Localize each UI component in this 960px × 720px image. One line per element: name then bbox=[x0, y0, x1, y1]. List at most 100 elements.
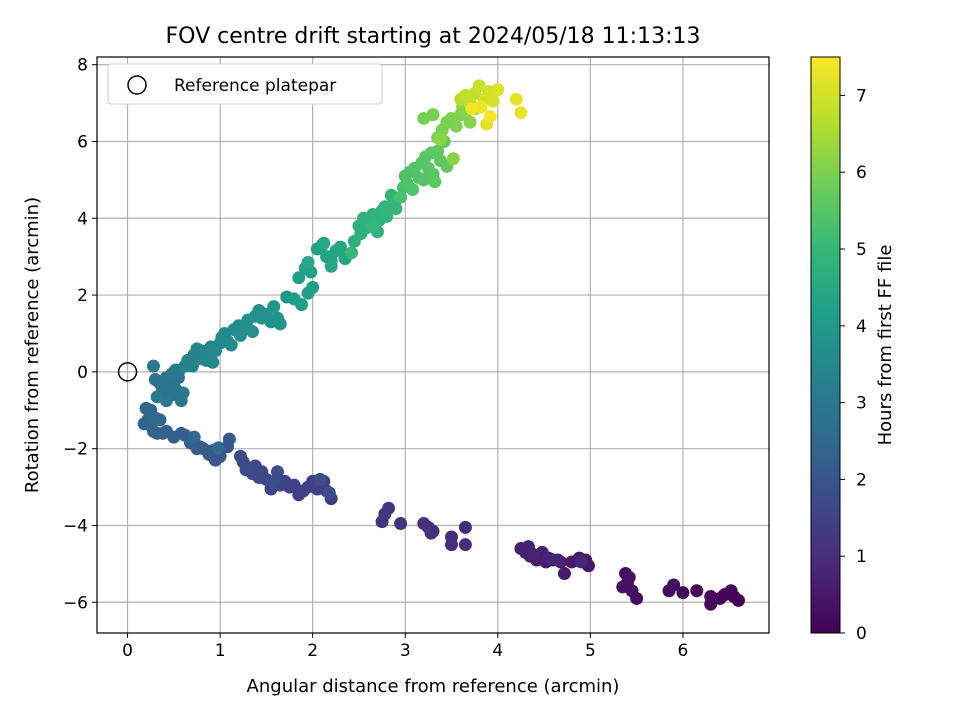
data-point bbox=[206, 355, 220, 369]
data-point bbox=[565, 555, 579, 569]
data-point bbox=[465, 102, 479, 116]
legend-marker-icon bbox=[127, 75, 147, 95]
data-point bbox=[267, 300, 281, 314]
legend-box bbox=[107, 63, 383, 105]
data-point bbox=[176, 386, 190, 400]
data-point bbox=[295, 298, 309, 312]
data-point bbox=[557, 566, 571, 580]
data-point bbox=[322, 486, 336, 500]
y-tick-label: −6 bbox=[63, 593, 88, 613]
x-tick-label: 0 bbox=[122, 641, 133, 661]
data-point bbox=[375, 515, 389, 529]
data-point bbox=[389, 202, 403, 216]
data-point bbox=[704, 590, 718, 604]
data-point bbox=[165, 367, 179, 381]
data-point bbox=[483, 110, 497, 124]
data-point bbox=[551, 553, 565, 567]
data-point bbox=[514, 106, 528, 120]
data-point bbox=[233, 449, 247, 463]
data-point bbox=[509, 92, 523, 106]
x-axis-ticks: 0 1 2 3 4 5 6 bbox=[122, 633, 688, 661]
data-point bbox=[428, 175, 442, 189]
colorbar-tick-label: 6 bbox=[856, 163, 867, 183]
data-point bbox=[622, 570, 636, 584]
data-point bbox=[458, 520, 472, 534]
data-point bbox=[333, 240, 347, 254]
data-point bbox=[446, 152, 460, 166]
data-point bbox=[153, 413, 167, 427]
y-tick-label: 4 bbox=[77, 209, 88, 229]
data-point bbox=[426, 108, 440, 122]
y-tick-label: −2 bbox=[63, 440, 88, 460]
data-point bbox=[690, 584, 704, 598]
x-tick-label: 6 bbox=[678, 641, 689, 661]
data-point bbox=[292, 271, 306, 285]
data-points bbox=[137, 79, 745, 611]
data-point bbox=[449, 119, 463, 133]
reference-platepar-marker bbox=[117, 362, 138, 382]
data-point bbox=[324, 259, 338, 273]
x-tick-label: 3 bbox=[400, 641, 411, 661]
data-point bbox=[676, 586, 690, 600]
data-point bbox=[366, 219, 380, 233]
data-point bbox=[417, 173, 431, 187]
x-tick-label: 2 bbox=[307, 641, 318, 661]
data-point bbox=[137, 417, 151, 431]
data-point bbox=[224, 338, 238, 352]
y-tick-label: 6 bbox=[77, 132, 88, 152]
colorbar-ticks: 0 1 2 3 4 5 6 7 bbox=[840, 86, 867, 644]
data-point bbox=[394, 517, 408, 531]
colorbar-tick-label: 7 bbox=[856, 86, 867, 106]
data-point bbox=[616, 580, 630, 594]
data-point bbox=[463, 115, 477, 129]
data-point bbox=[273, 317, 287, 331]
colorbar-tick-label: 5 bbox=[856, 240, 867, 260]
data-point bbox=[417, 517, 431, 531]
data-point bbox=[187, 430, 201, 444]
data-point bbox=[472, 79, 486, 93]
colorbar-tick-label: 4 bbox=[856, 317, 867, 337]
data-point bbox=[380, 209, 394, 223]
colorbar-label: Hours from first FF file bbox=[875, 245, 896, 446]
data-point bbox=[574, 555, 588, 569]
x-tick-label: 4 bbox=[492, 641, 503, 661]
data-point bbox=[486, 94, 500, 108]
legend-label: Reference platepar bbox=[174, 76, 336, 96]
data-point bbox=[458, 538, 472, 552]
y-tick-label: 8 bbox=[77, 56, 88, 76]
x-tick-label: 1 bbox=[215, 641, 226, 661]
colorbar-tick-label: 3 bbox=[856, 394, 867, 414]
data-point bbox=[317, 236, 331, 250]
data-point bbox=[424, 526, 438, 540]
data-point bbox=[239, 463, 253, 477]
data-point bbox=[667, 578, 681, 592]
data-point bbox=[406, 182, 420, 196]
colorbar-tick-label: 1 bbox=[856, 547, 867, 567]
data-point bbox=[246, 325, 260, 339]
data-point bbox=[345, 246, 359, 260]
legend: Reference platepar bbox=[107, 63, 383, 105]
data-point bbox=[526, 547, 540, 561]
y-tick-label: 0 bbox=[77, 363, 88, 383]
colorbar-tick-label: 2 bbox=[856, 470, 867, 490]
data-point bbox=[301, 255, 315, 269]
chart-title: FOV centre drift starting at 2024/05/18 … bbox=[166, 24, 701, 49]
colorbar-tick-label: 0 bbox=[856, 624, 867, 644]
plot-frame bbox=[96, 56, 770, 634]
data-point bbox=[445, 538, 459, 552]
y-tick-label: 2 bbox=[77, 286, 88, 306]
data-point bbox=[146, 359, 160, 373]
data-point bbox=[211, 441, 225, 455]
y-tick-label: −4 bbox=[63, 516, 88, 536]
data-point bbox=[491, 83, 505, 97]
data-point bbox=[150, 390, 164, 404]
data-point bbox=[313, 472, 327, 486]
colorbar bbox=[810, 56, 841, 634]
data-point bbox=[433, 133, 447, 147]
data-point bbox=[270, 465, 284, 479]
y-axis-label: Rotation from reference (arcmin) bbox=[22, 197, 43, 493]
data-point bbox=[306, 280, 320, 294]
x-axis-label: Angular distance from reference (arcmin) bbox=[247, 676, 620, 697]
y-axis-ticks: −6 −4 −2 0 2 4 6 8 bbox=[63, 56, 97, 613]
